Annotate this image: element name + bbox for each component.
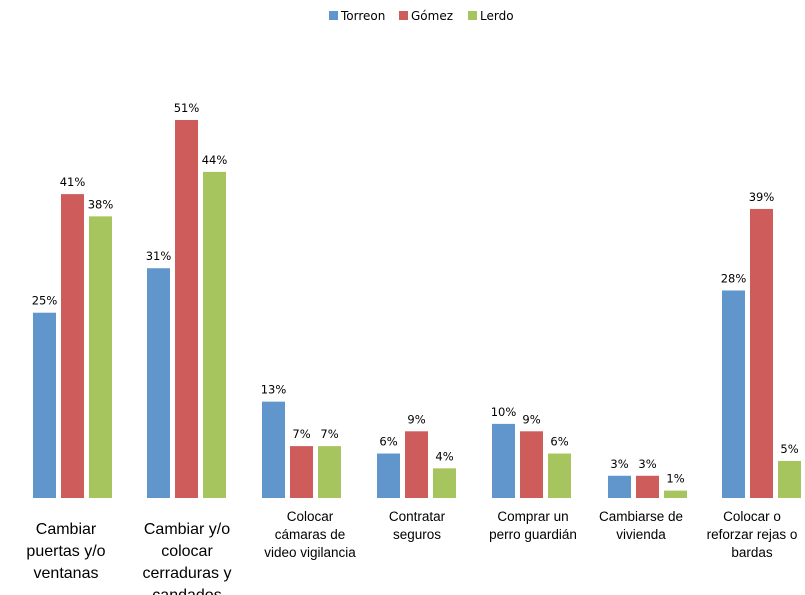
category-label: bardas	[731, 545, 773, 560]
data-label: 10%	[491, 405, 517, 419]
category-label: Contratar	[389, 509, 446, 524]
bar-g-mez-2	[290, 446, 313, 498]
data-label: 7%	[292, 427, 310, 441]
category-label: cerraduras y	[143, 565, 232, 582]
category-label: reforzar rejas o	[707, 527, 798, 542]
category-label: cámaras de	[275, 527, 346, 542]
category-label: seguros	[393, 527, 441, 542]
data-label: 44%	[202, 153, 228, 167]
bar-lerdo-4	[548, 453, 571, 498]
legend-swatch-torreon	[329, 11, 338, 20]
data-label: 51%	[174, 101, 200, 115]
category-label: colocar	[161, 543, 213, 560]
data-label: 31%	[146, 249, 172, 263]
data-label: 25%	[32, 294, 58, 308]
category-label: puertas y/o	[26, 543, 105, 560]
legend-label: Torreon	[340, 9, 385, 23]
category-label: ventanas	[34, 565, 99, 582]
data-label: 39%	[749, 190, 775, 204]
bar-lerdo-0	[89, 216, 112, 498]
data-label: 38%	[88, 197, 114, 211]
data-labels: 25% 31% 13% 6% 10% 3% 28% 41% 51% 7% 9% 9% 3% 39% 38% 4…	[32, 101, 799, 486]
bar-torreon-3	[377, 453, 400, 498]
category-label: perro guardián	[489, 527, 577, 542]
category-label: video vigilancia	[264, 545, 356, 560]
legend-label: Lerdo	[480, 9, 514, 23]
data-label: 1%	[666, 472, 684, 486]
legend-swatch-lerdo	[468, 11, 477, 20]
category-labels: Cambiar puertas y/o ventanas Cambiar y/o col…	[26, 509, 797, 595]
data-label: 7%	[320, 427, 338, 441]
data-label: 3%	[610, 457, 628, 471]
legend: Torreon Gómez Lerdo	[329, 9, 514, 23]
category-label: Cambiar y/o	[144, 521, 230, 538]
data-label: 6%	[550, 435, 568, 449]
bar-lerdo-6	[778, 460, 801, 498]
bar-g-mez-0	[61, 194, 84, 498]
bar-torreon-5	[608, 475, 631, 498]
data-label: 5%	[780, 442, 798, 456]
data-label: 41%	[60, 175, 86, 189]
data-label: 28%	[721, 271, 747, 285]
data-label: 9%	[407, 412, 425, 426]
bar-g-mez-5	[636, 475, 659, 498]
data-label: 3%	[638, 457, 656, 471]
bar-lerdo-5	[664, 490, 687, 498]
bar-g-mez-6	[750, 208, 773, 499]
category-label: Cambiar	[36, 521, 97, 538]
bar-lerdo-1	[203, 171, 226, 498]
category-label: Colocar o	[723, 509, 781, 524]
bar-torreon-2	[262, 401, 285, 498]
category-label: candados	[152, 587, 221, 595]
bar-torreon-1	[147, 268, 170, 498]
category-label: vivienda	[616, 527, 666, 542]
category-label: Colocar	[287, 509, 334, 524]
data-label: 6%	[379, 435, 397, 449]
bar-lerdo-3	[433, 468, 456, 498]
data-label: 13%	[261, 383, 287, 397]
bar-lerdo-2	[318, 446, 341, 498]
bar-g-mez-3	[405, 431, 428, 498]
category-label: Comprar un	[497, 509, 568, 524]
legend-label: Gómez	[411, 9, 453, 23]
category-label: Cambiarse de	[599, 509, 683, 524]
bar-torreon-4	[492, 423, 515, 498]
data-label: 4%	[435, 449, 453, 463]
data-label: 9%	[522, 412, 540, 426]
bar-torreon-6	[722, 290, 745, 498]
plot-area	[33, 120, 801, 499]
bar-torreon-0	[33, 312, 56, 498]
bar-g-mez-4	[520, 431, 543, 498]
bar-g-mez-1	[175, 120, 198, 498]
legend-swatch-g-mez	[399, 11, 408, 20]
